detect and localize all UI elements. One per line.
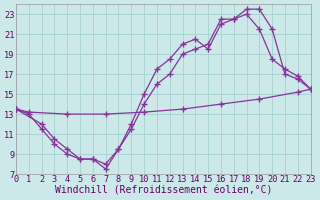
X-axis label: Windchill (Refroidissement éolien,°C): Windchill (Refroidissement éolien,°C) — [55, 186, 272, 196]
